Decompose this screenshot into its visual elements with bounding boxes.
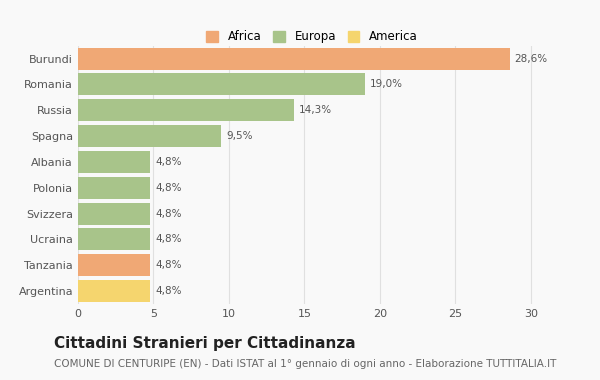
Text: 28,6%: 28,6% [514,54,547,63]
Bar [78,177,151,199]
Bar [78,73,365,95]
Text: 4,8%: 4,8% [155,183,181,193]
Text: Cittadini Stranieri per Cittadinanza: Cittadini Stranieri per Cittadinanza [54,336,356,351]
Bar [78,151,151,173]
Text: 4,8%: 4,8% [155,286,181,296]
Text: 4,8%: 4,8% [155,157,181,167]
Text: 14,3%: 14,3% [298,105,332,115]
Bar [78,48,510,70]
Text: 9,5%: 9,5% [226,131,253,141]
Text: 4,8%: 4,8% [155,234,181,244]
Legend: Africa, Europa, America: Africa, Europa, America [202,26,422,48]
Text: 4,8%: 4,8% [155,209,181,218]
Bar [78,99,294,121]
Text: 4,8%: 4,8% [155,260,181,270]
Text: COMUNE DI CENTURIPE (EN) - Dati ISTAT al 1° gennaio di ogni anno - Elaborazione : COMUNE DI CENTURIPE (EN) - Dati ISTAT al… [54,359,556,369]
Text: 19,0%: 19,0% [370,79,403,89]
Bar [78,125,221,147]
Bar [78,254,151,276]
Bar [78,228,151,250]
Bar [78,280,151,302]
Bar [78,203,151,225]
